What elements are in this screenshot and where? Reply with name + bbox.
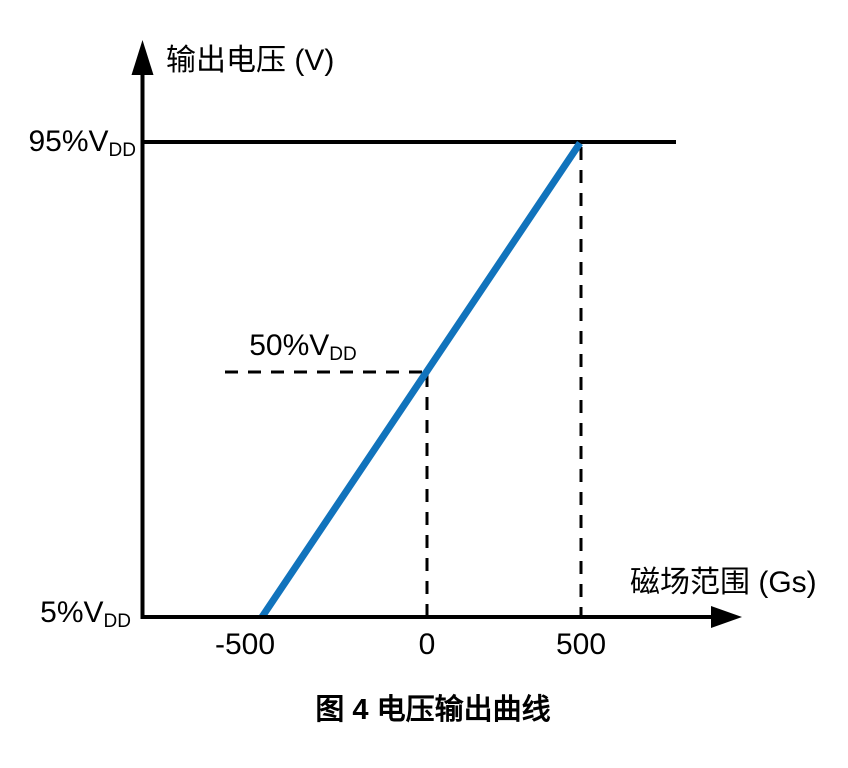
y-tick-5vdd: 5%VDD <box>0 596 131 632</box>
y-tick-5vdd-sub: DD <box>103 611 131 632</box>
output-curve-line <box>259 141 583 619</box>
x-axis-title: 磁场范围 (Gs) <box>630 566 817 599</box>
x-axis-arrow-icon <box>711 606 742 628</box>
figure-caption: 图 4 电压输出曲线 <box>315 694 551 726</box>
y-tick-50vdd-sub: DD <box>329 344 357 365</box>
x-tick-neg500: -500 <box>214 628 276 661</box>
y-tick-95vdd: 95%VDD <box>0 125 136 161</box>
y-axis-title: 输出电压 (V) <box>166 44 335 77</box>
y-tick-95vdd-main: 95%V <box>28 125 109 158</box>
y-tick-50vdd-main: 50%V <box>249 329 330 362</box>
x-tick-0: 0 <box>418 628 436 661</box>
y-tick-5vdd-main: 5%V <box>40 596 104 629</box>
y-tick-95vdd-sub: DD <box>108 140 136 161</box>
y-axis-arrow-icon <box>131 40 154 75</box>
y-tick-50vdd: 50%VDD <box>238 329 368 365</box>
x-tick-500: 500 <box>555 628 607 661</box>
